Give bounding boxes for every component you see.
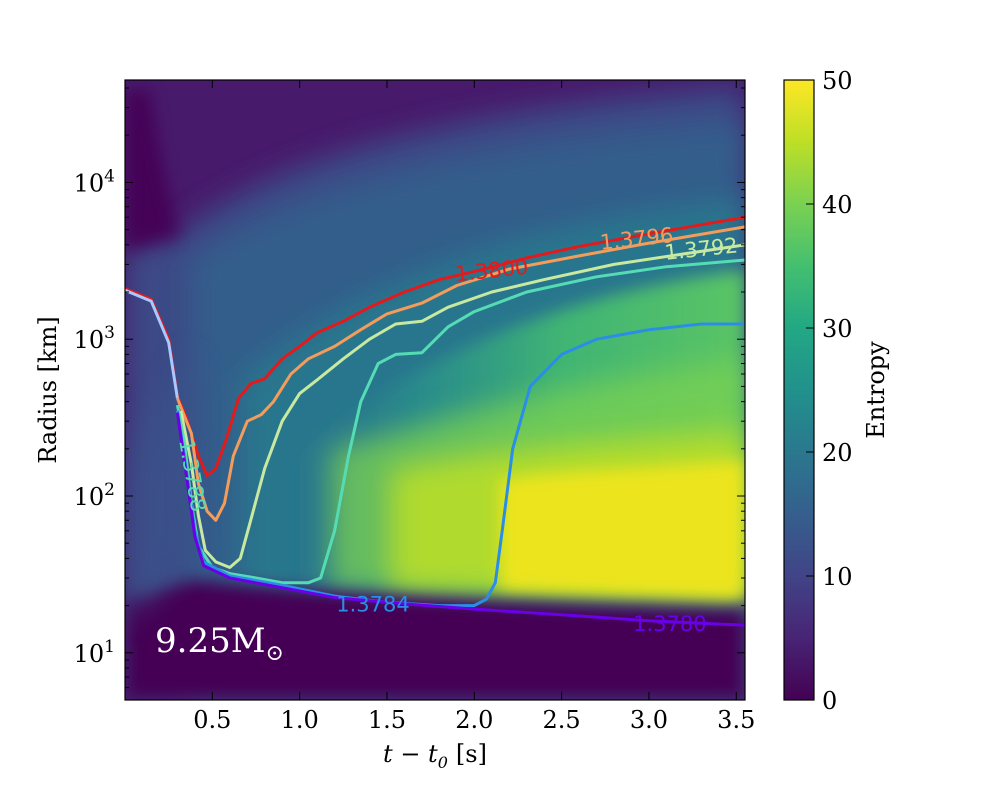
contour-line-5 (175, 412, 745, 627)
x-tick-label: 2.5 (543, 706, 581, 734)
x-tick-label: 1.0 (281, 706, 319, 734)
y-tick-label: 103 (74, 323, 115, 354)
y-tick-label: 104 (74, 166, 115, 197)
colorbar-ticks: 0 10 20 30 40 50 (806, 67, 853, 715)
y-axis-label: Radius [km] (34, 316, 62, 463)
x-tick-label: 0.5 (193, 706, 231, 734)
colorbar-tick-label: 50 (822, 67, 853, 95)
y-axis-ticks: 101 102 103 104 (74, 87, 745, 701)
contour-line-6 (125, 288, 179, 399)
colorbar (783, 79, 815, 701)
contour-lines (125, 215, 745, 627)
contour-line-2 (179, 243, 745, 569)
colorbar-tick-label: 40 (822, 191, 853, 219)
y-tick-label: 101 (74, 637, 115, 668)
x-tick-label: 3.0 (630, 706, 668, 734)
y-tick-label: 102 (74, 480, 115, 511)
contour-line-1 (176, 225, 745, 522)
colorbar-tick-label: 30 (822, 315, 853, 343)
plot-frame (124, 79, 746, 701)
colorbar-tick-label: 10 (822, 563, 853, 591)
contour-line-4 (175, 322, 745, 608)
colorbar-tick-label: 0 (822, 687, 837, 715)
colorbar-tick-label: 20 (822, 439, 853, 467)
x-tick-label: 1.5 (368, 706, 406, 734)
contour-label-4: 1.3784 (336, 593, 409, 617)
x-axis-ticks: 0.5 1.0 1.5 2.0 2.5 3.0 3.5 (193, 80, 755, 734)
mass-annotation: 9.25M⊙ (155, 621, 284, 666)
colorbar-label: Entropy (862, 341, 890, 439)
contour-line-3 (175, 258, 745, 585)
x-tick-label: 3.5 (717, 706, 755, 734)
x-axis-label: t − t0 [s] (383, 740, 487, 772)
x-tick-label: 2.0 (455, 706, 493, 734)
contour-label-5: 1.3780 (633, 612, 706, 636)
